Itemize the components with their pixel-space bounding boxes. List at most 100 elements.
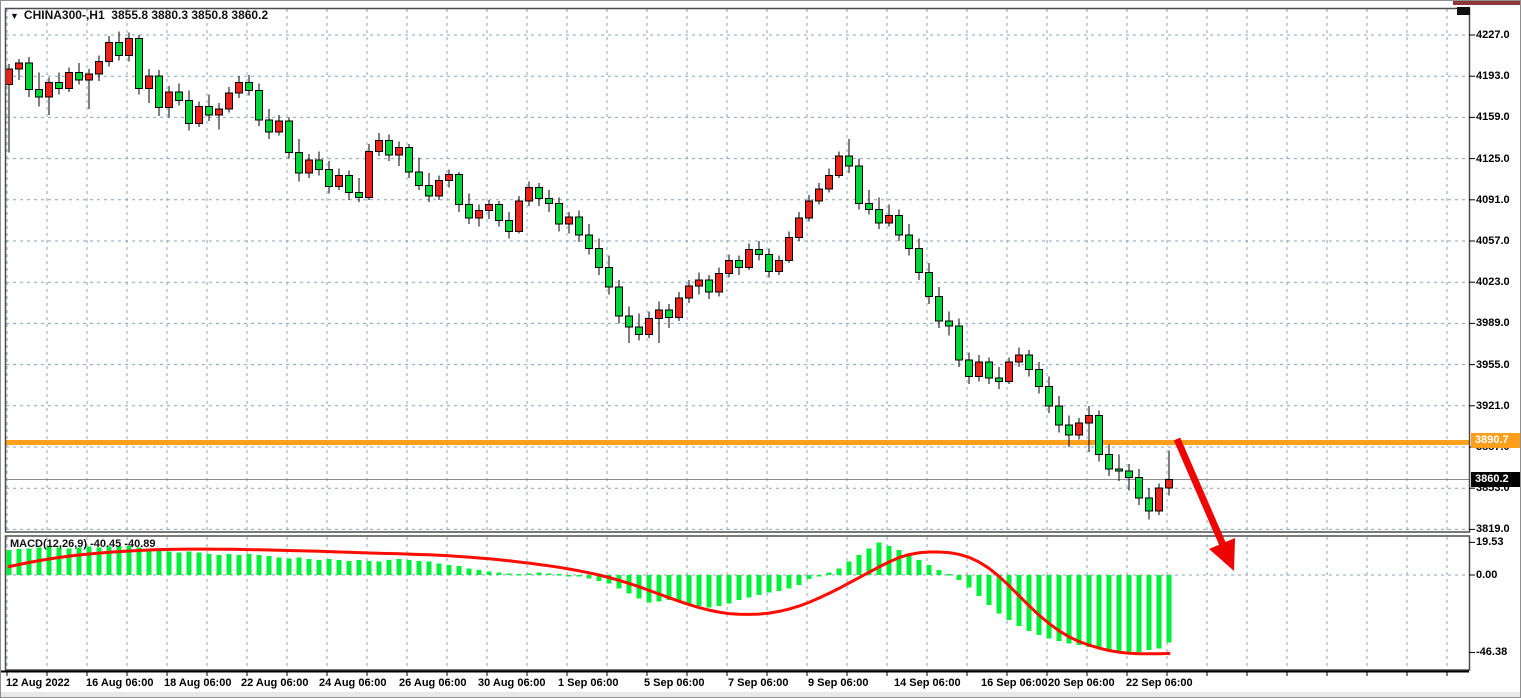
macd-histogram-bar [1166,575,1172,643]
candle-body [595,247,603,269]
price-tick-label: 4125.0 [1476,152,1510,165]
red-arrow-annotation[interactable] [1173,437,1235,571]
time-tick-label: 12 Aug 2022 [6,677,70,689]
macd-histogram-bar [1126,575,1132,653]
time-tick-label: 24 Aug 06:00 [319,677,387,689]
macd-histogram-bar [486,571,492,575]
candle-body [165,91,173,109]
macd-histogram-bar [596,575,602,581]
macd-histogram-bar [776,575,782,591]
ohlc-values: 3855.8 3880.3 3850.8 3860.2 [111,8,269,22]
macd-histogram-bar [946,574,952,576]
candle-body [295,152,303,174]
candle-body [185,99,193,124]
candle-body [525,187,533,202]
macd-histogram-bar [356,559,362,575]
macd-histogram-bar [1036,575,1042,636]
candle-body [65,72,73,89]
macd-histogram-bar [476,569,482,575]
candle-body [135,38,143,89]
candle-body [435,179,443,197]
candle-body [265,119,273,133]
candle-body [915,247,923,274]
candle-body [655,309,663,320]
macd-histogram-bar [386,559,392,575]
candle-body [1145,497,1153,512]
macd-histogram-bar [396,559,402,575]
candle-body [15,62,23,70]
macd-histogram-bar [106,546,112,575]
candle-body [85,73,93,81]
macd-histogram-bar [136,547,142,575]
macd-histogram-bar [86,546,92,575]
macd-panel-border [4,535,1471,671]
macd-histogram-bar [1136,575,1142,652]
window-bottom-edge [1,692,1520,697]
candle-body [545,198,553,204]
candle-body [1035,368,1043,387]
candle-body [755,248,763,255]
price-tick-label: 3989.0 [1476,317,1510,330]
macd-signal-line [7,547,1171,656]
candle-body [1115,468,1123,472]
macd-indicator-label: MACD(12,26,9) -40.45 -40.89 [10,538,156,550]
macd-histogram-bar [1086,575,1092,647]
candle-body [995,377,1003,383]
macd-histogram-bar [986,575,992,606]
macd-histogram-bar [376,561,382,575]
candle-body [1075,422,1083,436]
macd-histogram-bar [586,575,592,579]
candle-body [115,41,123,57]
time-tick-label: 14 Sep 06:00 [894,677,961,689]
macd-histogram-bar [1046,575,1052,639]
time-tick-label: 18 Aug 06:00 [164,677,232,689]
macd-histogram-bar [966,575,972,588]
macd-histogram-bar [266,555,272,575]
macd-histogram-bar [76,547,82,575]
macd-histogram-bar [916,559,922,575]
macd-histogram-bar [896,549,902,575]
macd-histogram-bar [296,557,302,575]
macd-histogram-bar [826,572,832,575]
candle-body [35,89,43,98]
time-tick-label: 22 Sep 06:00 [1126,677,1193,689]
macd-histogram-bar [956,575,962,581]
price-tick-label: 4159.0 [1476,111,1510,124]
macd-histogram-bar [516,574,522,576]
candle-body [865,202,873,210]
macd-histogram-bar [686,575,692,605]
candle-body [275,120,283,133]
macd-histogram-bar [196,552,202,575]
price-panel-border [4,7,1471,533]
candle-body [785,236,793,261]
candle-body [805,200,813,219]
candle-body [955,325,963,361]
candle-body [315,159,323,171]
chevron-down-icon[interactable]: ▼ [10,11,19,21]
price-tick-label: 4023.0 [1476,276,1510,289]
macd-histogram-bar [566,575,572,577]
macd-histogram-bar [1106,575,1112,650]
time-tick-label: 7 Sep 06:00 [728,677,789,689]
candle-body [1055,405,1063,426]
candle-body [485,204,493,212]
macd-histogram-bar [726,575,732,604]
candle-body [45,81,53,98]
candle-body [935,296,943,322]
candle-body [1015,354,1023,363]
candle-body [125,38,133,57]
macd-histogram-bar [906,554,912,575]
last-price-badge: 3860.2 [1471,472,1520,487]
candle-body [905,234,913,249]
candle-body [825,175,833,190]
candle-body [325,169,333,187]
candle-body [855,165,863,204]
candle-body [5,68,13,86]
candle-body [175,91,183,101]
candle-body [845,155,853,167]
macd-histogram-bar [936,569,942,575]
time-tick-label: 26 Aug 06:00 [399,677,467,689]
candle-body [1125,470,1133,478]
